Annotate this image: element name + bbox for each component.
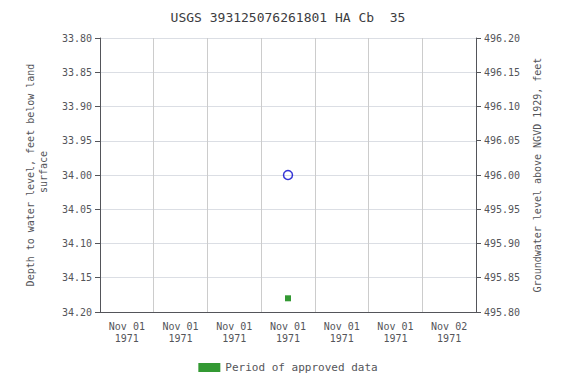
svg-text:1971: 1971 [276, 333, 300, 344]
svg-text:Nov 01: Nov 01 [163, 321, 199, 332]
svg-text:1971: 1971 [115, 333, 139, 344]
svg-text:1971: 1971 [222, 333, 246, 344]
svg-text:496.20: 496.20 [484, 33, 520, 44]
svg-text:34.10: 34.10 [62, 238, 92, 249]
svg-text:surface: surface [38, 151, 49, 199]
svg-text:33.90: 33.90 [62, 101, 92, 112]
svg-text:Nov 01: Nov 01 [270, 321, 306, 332]
svg-text:496.10: 496.10 [484, 101, 520, 112]
svg-text:495.95: 495.95 [484, 204, 520, 215]
svg-text:Depth to water level, feet bel: Depth to water level, feet below land [25, 64, 36, 287]
svg-text:Nov 02: Nov 02 [431, 321, 467, 332]
svg-text:1971: 1971 [330, 333, 354, 344]
svg-text:34.20: 34.20 [62, 307, 92, 318]
svg-text:Period of approved data: Period of approved data [225, 361, 377, 374]
svg-text:USGS 393125076261801 HA Cb 35: USGS 393125076261801 HA Cb 35 [171, 10, 406, 25]
svg-text:496.15: 496.15 [484, 67, 520, 78]
svg-text:Nov 01: Nov 01 [377, 321, 413, 332]
svg-text:Nov 01: Nov 01 [109, 321, 145, 332]
svg-text:496.05: 496.05 [484, 135, 520, 146]
svg-text:1971: 1971 [383, 333, 407, 344]
svg-text:33.95: 33.95 [62, 135, 92, 146]
svg-text:34.00: 34.00 [62, 170, 92, 181]
svg-text:1971: 1971 [169, 333, 193, 344]
svg-text:Nov 01: Nov 01 [216, 321, 252, 332]
svg-text:495.90: 495.90 [484, 238, 520, 249]
svg-text:33.80: 33.80 [62, 33, 92, 44]
svg-text:34.15: 34.15 [62, 272, 92, 283]
svg-text:495.80: 495.80 [484, 307, 520, 318]
svg-text:34.05: 34.05 [62, 204, 92, 215]
svg-text:496.00: 496.00 [484, 170, 520, 181]
svg-text:Groundwater level above NGVD 1: Groundwater level above NGVD 1929, feet [532, 58, 543, 293]
svg-text:33.85: 33.85 [62, 67, 92, 78]
svg-text:Nov 01: Nov 01 [324, 321, 360, 332]
svg-text:495.85: 495.85 [484, 272, 520, 283]
svg-text:1971: 1971 [437, 333, 461, 344]
